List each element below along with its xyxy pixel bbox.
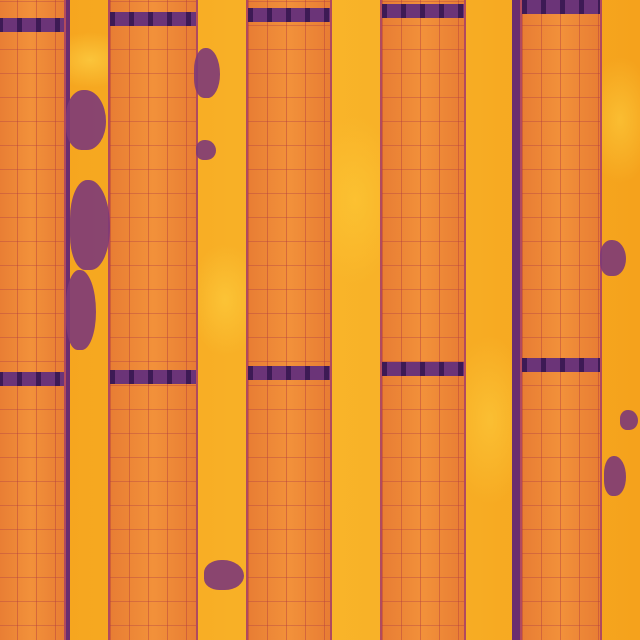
panel-rail xyxy=(382,362,464,376)
solar-panel-row-5 xyxy=(520,0,602,640)
row-gap-shadow xyxy=(512,0,522,640)
panel-rail xyxy=(248,366,330,380)
solar-panel-row-3 xyxy=(246,0,332,640)
cool-patch xyxy=(70,180,110,270)
solar-panel-row-2 xyxy=(108,0,198,640)
panel-rail xyxy=(522,358,600,372)
panel-rail xyxy=(248,8,330,22)
cool-patch xyxy=(604,456,626,496)
cool-patch xyxy=(600,240,626,276)
panel-rail xyxy=(522,0,600,14)
solar-panel-row-1 xyxy=(0,0,66,640)
cool-patch xyxy=(66,90,106,150)
cool-patch xyxy=(196,140,216,160)
panel-rail xyxy=(382,4,464,18)
panel-rail xyxy=(110,370,196,384)
cool-patch xyxy=(620,410,638,430)
panel-rail xyxy=(110,12,196,26)
cool-patch xyxy=(194,48,220,98)
panel-rail xyxy=(0,372,64,386)
panel-rail xyxy=(0,18,64,32)
solar-panel-row-4 xyxy=(380,0,466,640)
cool-patch xyxy=(204,560,244,590)
cool-patch xyxy=(66,270,96,350)
